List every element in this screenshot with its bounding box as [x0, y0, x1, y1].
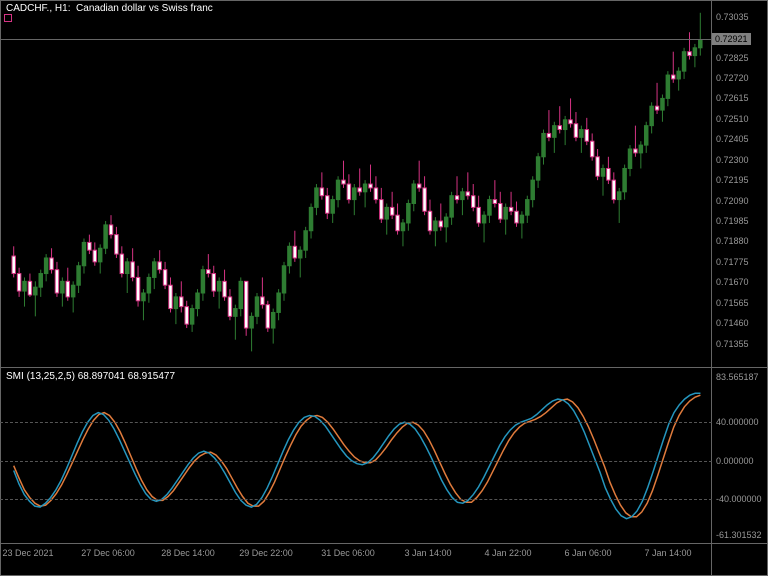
- indicator-edge-label: -61.301532: [716, 530, 762, 540]
- time-tick-label: 31 Dec 06:00: [321, 548, 375, 558]
- indicator-edge-label: 83.565187: [716, 372, 759, 382]
- price-tick-label: 0.72615: [716, 93, 749, 103]
- price-tick-label: 0.71670: [716, 277, 749, 287]
- chart-title: CADCHF., H1: Canadian dollar vs Swiss fr…: [6, 3, 213, 14]
- price-tick-label: 0.71460: [716, 318, 749, 328]
- indicator-tick-label: 0.000000: [716, 456, 754, 466]
- current-price-badge: 0.72921: [712, 33, 751, 45]
- time-tick-label: 4 Jan 22:00: [484, 548, 531, 558]
- price-tick-label: 0.72720: [716, 73, 749, 83]
- price-tick-label: 0.71775: [716, 257, 749, 267]
- indicator-level-line: [0, 499, 712, 500]
- price-tick-label: 0.72405: [716, 134, 749, 144]
- title-marker-icon: [4, 14, 12, 22]
- candlestick-svg: [1, 1, 713, 369]
- price-tick-label: 0.71355: [716, 339, 749, 349]
- axis-corner: [712, 544, 768, 576]
- time-tick-label: 27 Dec 06:00: [81, 548, 135, 558]
- price-tick-label: 0.72510: [716, 114, 749, 124]
- time-tick-label: 23 Dec 2021: [2, 548, 53, 558]
- indicator-svg: [1, 368, 713, 544]
- price-tick-label: 0.71565: [716, 298, 749, 308]
- chart-container: CADCHF., H1: Canadian dollar vs Swiss fr…: [0, 0, 768, 576]
- price-tick-label: 0.72090: [716, 196, 749, 206]
- indicator-level-line: [0, 422, 712, 423]
- price-tick-label: 0.72300: [716, 155, 749, 165]
- price-tick-label: 0.71880: [716, 236, 749, 246]
- current-price-line: [0, 39, 712, 40]
- time-tick-label: 7 Jan 14:00: [644, 548, 691, 558]
- price-chart-panel[interactable]: [0, 0, 712, 368]
- indicator-tick-label: -40.000000: [716, 494, 762, 504]
- time-tick-label: 3 Jan 14:00: [404, 548, 451, 558]
- indicator-panel[interactable]: [0, 368, 712, 544]
- time-tick-label: 6 Jan 06:00: [564, 548, 611, 558]
- time-tick-label: 29 Dec 22:00: [239, 548, 293, 558]
- indicator-title: SMI (13,25,2,5) 68.897041 68.915477: [6, 371, 175, 382]
- price-tick-label: 0.71985: [716, 216, 749, 226]
- price-tick-label: 0.72195: [716, 175, 749, 185]
- indicator-level-line: [0, 461, 712, 462]
- indicator-tick-label: 40.000000: [716, 417, 759, 427]
- price-tick-label: 0.73035: [716, 12, 749, 22]
- time-tick-label: 28 Dec 14:00: [161, 548, 215, 558]
- price-tick-label: 0.72825: [716, 53, 749, 63]
